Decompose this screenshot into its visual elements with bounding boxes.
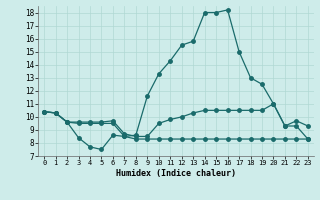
- X-axis label: Humidex (Indice chaleur): Humidex (Indice chaleur): [116, 169, 236, 178]
